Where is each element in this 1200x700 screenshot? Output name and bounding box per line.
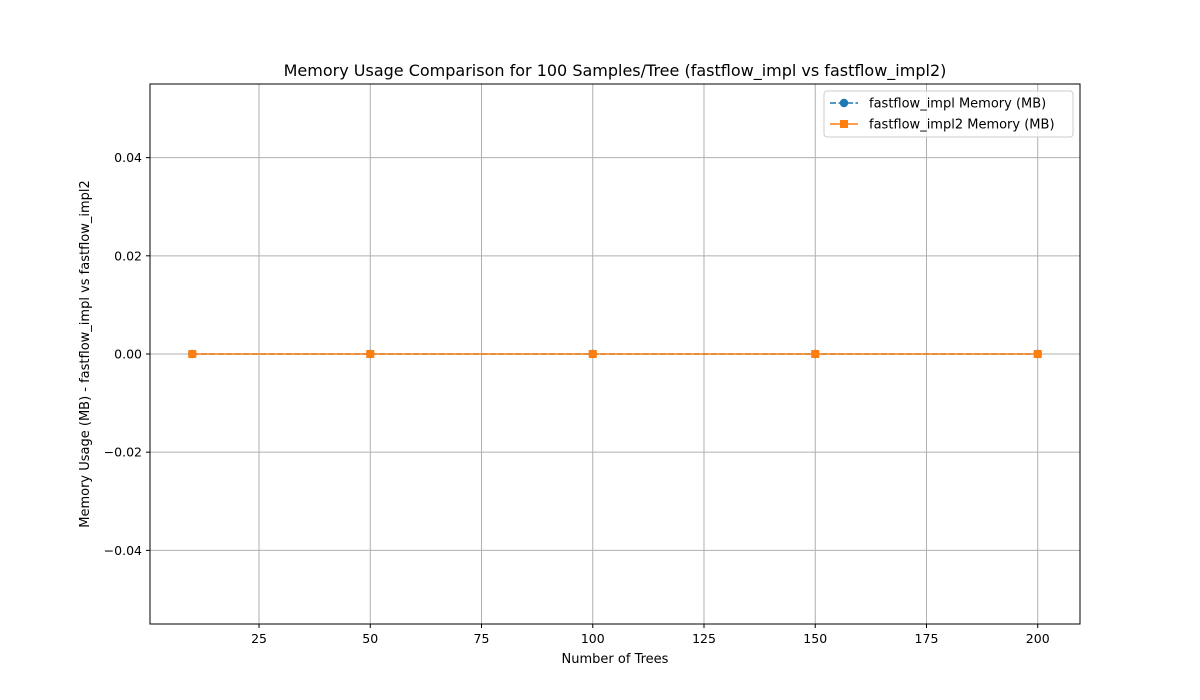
legend-label-1: fastflow_impl Memory (MB): [869, 97, 1046, 112]
series-2-point: [366, 350, 375, 358]
y-tick-label: 0.02: [114, 248, 142, 263]
series-2-point: [811, 350, 820, 358]
legend-marker-2: [840, 120, 848, 128]
series-2-point: [1033, 350, 1042, 358]
legend-label-2: fastflow_impl2 Memory (MB): [869, 118, 1055, 133]
x-tick-label: 175: [915, 631, 939, 646]
legend-item-2: fastflow_impl2 Memory (MB): [830, 118, 1055, 133]
x-axis: 25 50 75 100 125 150 175 200: [251, 624, 1050, 646]
y-axis: −0.04 −0.02 0.00 0.02 0.04: [104, 150, 150, 558]
y-axis-label: Memory Usage (MB) - fastflow_impl vs fas…: [78, 180, 93, 528]
x-tick-label: 125: [692, 631, 716, 646]
x-tick-label: 100: [581, 631, 605, 646]
chart-title: Memory Usage Comparison for 100 Samples/…: [284, 61, 947, 81]
x-tick-label: 25: [251, 631, 267, 646]
x-tick-label: 200: [1026, 631, 1050, 646]
x-tick-label: 75: [474, 631, 490, 646]
x-axis-label: Number of Trees: [562, 652, 669, 667]
series-2-point: [188, 350, 197, 358]
y-tick-label: −0.02: [104, 445, 142, 460]
series-layer: [188, 349, 1042, 359]
y-tick-label: −0.04: [104, 543, 142, 558]
series-2: [188, 350, 1042, 358]
legend-item-1: fastflow_impl Memory (MB): [830, 97, 1046, 112]
legend: fastflow_impl Memory (MB) fastflow_impl2 …: [823, 90, 1074, 138]
x-tick-label: 150: [803, 631, 827, 646]
y-tick-label: 0.00: [114, 347, 142, 362]
series-2-point: [588, 350, 597, 358]
legend-marker-1: [839, 98, 849, 108]
legend-box: [823, 90, 1074, 138]
y-tick-label: 0.04: [114, 150, 142, 165]
x-tick-label: 50: [362, 631, 378, 646]
